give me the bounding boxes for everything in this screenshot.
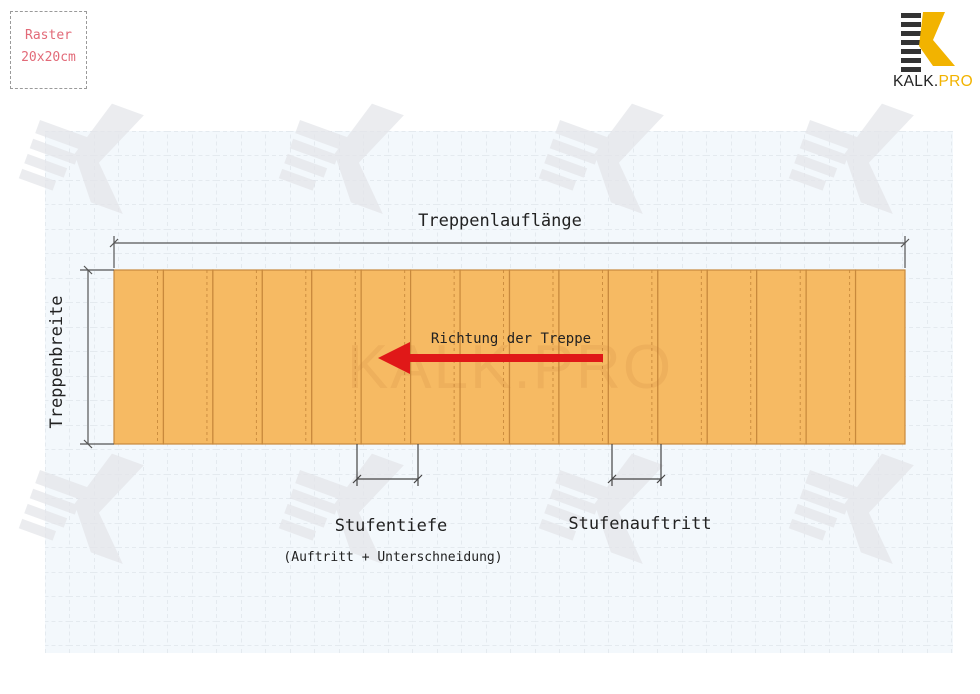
run-length-label: Treppenlauflänge xyxy=(418,211,582,231)
direction-label: Richtung der Treppe xyxy=(431,331,591,347)
stair-tread xyxy=(162,269,214,445)
going-dimension xyxy=(607,444,666,486)
stair-tread xyxy=(607,269,659,445)
width-dimension xyxy=(80,265,114,449)
tread-depth-label: Stufentiefe xyxy=(335,516,448,536)
stair-tread xyxy=(805,269,857,445)
stair-tread xyxy=(706,269,758,445)
stair-tread xyxy=(756,269,807,445)
raster-title: Raster xyxy=(25,28,72,43)
kalk-logo-text: KALK.PRO xyxy=(893,73,973,90)
raster-legend: Raster 20x20cm xyxy=(10,11,87,89)
stair-tread xyxy=(854,269,906,445)
stair-tread xyxy=(657,269,708,445)
stair-tread xyxy=(212,269,263,445)
going-label: Stufenauftritt xyxy=(568,514,711,534)
tread-depth-dimension xyxy=(352,444,423,486)
width-label: Treppenbreite xyxy=(47,295,67,428)
direction-arrow xyxy=(378,342,603,374)
raster-size: 20x20cm xyxy=(21,50,76,65)
tread-depth-note: (Auftritt + Unterschneidung) xyxy=(283,550,502,565)
run-length-dimension xyxy=(109,236,910,268)
stair-tread xyxy=(261,269,313,445)
kalk-logo-icon xyxy=(901,12,955,72)
stair-tread xyxy=(113,269,165,445)
